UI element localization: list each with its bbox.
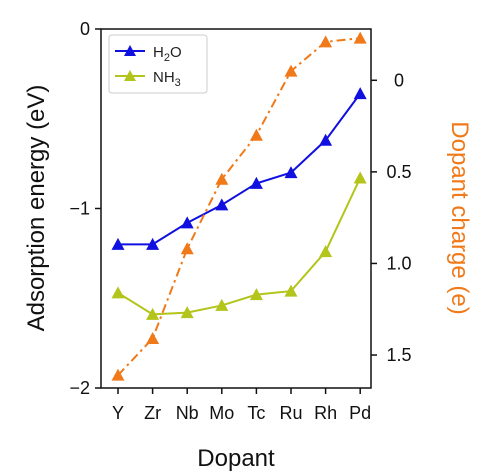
series-2-point-y (111, 368, 125, 381)
y-axis-title: Adsorption energy (eV) (23, 85, 50, 332)
x-tick-label-rh: Rh (314, 403, 337, 423)
series-1-point-zr (146, 307, 160, 320)
series-0-point-y (111, 237, 125, 250)
x-tick-label-nb: Nb (176, 403, 199, 423)
legend-item-h2o: H2O (115, 44, 182, 64)
series-2-point-ru (284, 64, 298, 77)
series-1-point-rh (319, 245, 333, 258)
series-1-point-nb (180, 306, 194, 319)
left-tick-label: −1 (69, 199, 90, 219)
legend-h2o-label: H2O (153, 44, 182, 64)
right-tick-label: 1.5 (386, 345, 411, 365)
series-layer (111, 31, 367, 381)
series-0-point-zr (146, 237, 160, 250)
legend-h2o-marker (124, 45, 136, 56)
series-1-point-mo (215, 298, 229, 311)
series-2-point-mo (215, 172, 229, 185)
left-tick-label: −2 (69, 378, 90, 398)
x-tick-label-y: Y (112, 403, 124, 423)
series-0-point-tc (249, 176, 263, 189)
right-tick-label: 0.5 (386, 162, 411, 182)
series-0-point-rh (319, 133, 333, 146)
series-0-point-mo (215, 198, 229, 211)
series-line-1 (117, 177, 362, 316)
legend-nh3-label: NH3 (153, 69, 181, 89)
series-2-point-pd (353, 31, 367, 44)
right-tick-label: 0 (394, 70, 404, 90)
x-tick-label-tc: Tc (247, 403, 265, 423)
series-0-point-pd (353, 87, 367, 100)
series-2-point-tc (249, 128, 263, 141)
legend-item-nh3: NH3 (115, 69, 181, 89)
x-axis-title: Dopant (197, 445, 275, 472)
right-axis: 0 0.5 1.0 1.5 (371, 70, 412, 365)
x-tick-label-zr: Zr (144, 403, 161, 423)
series-line-0 (118, 93, 362, 246)
y2-axis-title: Dopant charge (e) (446, 121, 473, 314)
series-2-point-rh (319, 35, 333, 48)
x-tick-label-ru: Ru (279, 403, 302, 423)
left-axis: 0 −1 −2 (69, 19, 101, 398)
series-2-point-nb (180, 242, 194, 255)
x-tick-label-mo: Mo (209, 403, 234, 423)
series-1-point-pd (353, 171, 367, 184)
series-2-point-zr (146, 332, 160, 345)
legend-nh3-marker (124, 70, 136, 81)
series-1-point-tc (249, 288, 263, 301)
left-tick-label: 0 (80, 19, 90, 39)
series-0-point-ru (284, 166, 298, 179)
x-tick-label-pd: Pd (349, 403, 371, 423)
x-axis: Y Zr Nb Mo Tc Ru Rh Pd (112, 388, 371, 423)
series-1-point-ru (284, 284, 298, 297)
legend: H2O NH3 (108, 34, 208, 94)
series-0-point-nb (180, 216, 194, 229)
right-tick-label: 1.0 (386, 253, 411, 273)
series-1-point-y (111, 286, 125, 299)
